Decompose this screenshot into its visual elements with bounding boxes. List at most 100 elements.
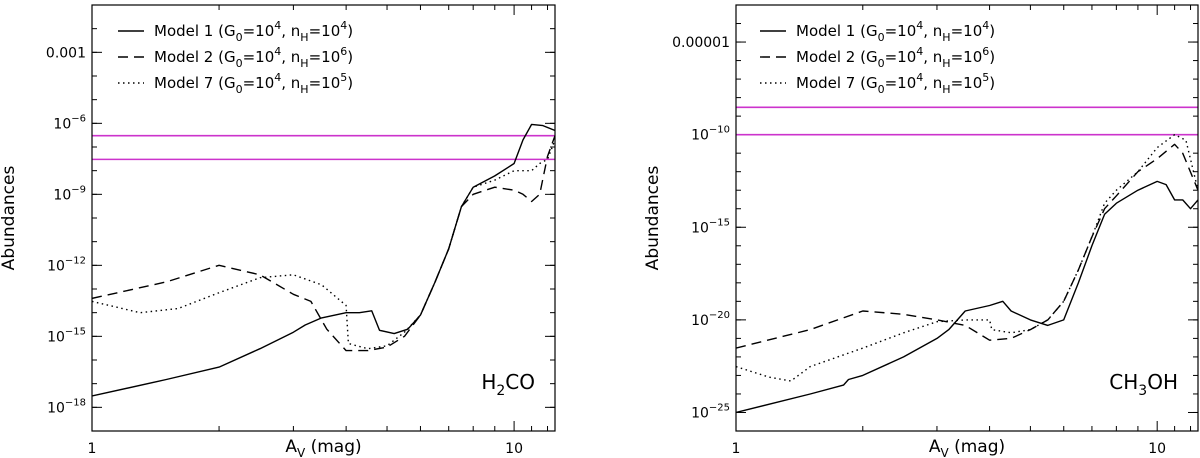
y-tick-label-base: 10 — [47, 329, 65, 345]
legend-nh-exponent: 5 — [982, 71, 989, 84]
legend-entry-text: Model 1 (G — [796, 22, 878, 40]
legend-entry-text: ) — [347, 48, 353, 66]
x-tick-label: 1 — [732, 441, 741, 457]
y-tick-label: 10−15 — [691, 217, 730, 236]
y-tick-label-base: 10 — [691, 220, 709, 236]
x-axis-title-rest: (mag) — [305, 437, 361, 457]
x-axis-title-rest: (mag) — [949, 437, 1005, 457]
legend-entry-text: Model 2 (G — [796, 48, 878, 66]
legend-nh-exponent: 5 — [340, 71, 347, 84]
legend-entry: Model 2 (G0=104, nH=106) — [796, 45, 995, 70]
legend-entry-text: =10 — [951, 74, 983, 92]
legend-entry-text: =10 — [951, 48, 983, 66]
x-axis-title-base: A — [929, 437, 941, 457]
legend-entry-text: ) — [989, 74, 995, 92]
legend-entry-text: , n — [281, 22, 300, 40]
y-tick-label-exponent: −15 — [65, 326, 86, 337]
legend-entry: Model 1 (G0=104, nH=104) — [796, 19, 995, 44]
legend-nh-exponent: 6 — [982, 45, 989, 58]
y-tick-label-exponent: −25 — [709, 402, 730, 413]
x-axis-title: AV (mag) — [285, 437, 361, 458]
legend-g0-exponent: 4 — [274, 19, 281, 32]
y-tick-label: 10−12 — [47, 255, 86, 274]
y-axis-title: Abundances — [643, 166, 663, 271]
y-tick-label-base: 0.00001 — [672, 35, 730, 51]
y-tick-label-base: 10 — [691, 313, 709, 329]
plot-frame — [735, 4, 1199, 432]
legend-nh-subscript: H — [942, 31, 950, 44]
y-tick-label-exponent: −18 — [65, 397, 86, 408]
legend-entry-text: =10 — [309, 74, 341, 92]
legend-entry-text: , n — [923, 74, 942, 92]
x-tick-label: 10 — [1148, 441, 1166, 457]
legend-nh-exponent: 4 — [982, 19, 989, 32]
x-tick-label: 1 — [88, 441, 97, 457]
legend-entry-text: ) — [989, 22, 995, 40]
y-tick-label-exponent: −20 — [709, 310, 730, 321]
species-label: H2CO — [481, 370, 535, 399]
y-tick-label-exponent: −15 — [709, 217, 730, 228]
legend-entry-text: =10 — [885, 74, 917, 92]
x-axis-title-subscript: V — [297, 446, 306, 458]
y-tick-label: 0.001 — [46, 45, 86, 61]
legend-g0-exponent: 4 — [274, 71, 281, 84]
x-axis-title: AV (mag) — [929, 437, 1005, 458]
species-label-rest: OH — [1147, 370, 1178, 394]
legend-nh-exponent: 4 — [340, 19, 347, 32]
y-tick-label-exponent: −10 — [709, 125, 730, 136]
legend-entry-text: =10 — [243, 22, 275, 40]
species-label-base: CH — [1109, 370, 1138, 394]
species-label: CH3OH — [1109, 370, 1178, 399]
legend-nh-subscript: H — [300, 83, 308, 96]
y-tick-label: 10−18 — [47, 397, 86, 416]
y-tick-label: 10−10 — [691, 125, 730, 144]
y-tick-label-base: 10 — [53, 187, 71, 203]
y-tick-label-exponent: −6 — [71, 113, 86, 124]
legend-g0-subscript: 0 — [878, 57, 885, 70]
legend-entry-text: =10 — [951, 22, 983, 40]
legend-g0-exponent: 4 — [916, 45, 923, 58]
y-tick-label: 10−6 — [53, 113, 86, 132]
y-tick-label: 10−15 — [47, 326, 86, 345]
y-tick-label: 10−20 — [691, 310, 730, 329]
species-label-subscript: 3 — [1138, 383, 1147, 399]
series-model-2-line — [92, 135, 555, 352]
species-label-base: H — [481, 370, 496, 394]
legend-g0-subscript: 0 — [878, 31, 885, 44]
y-tick-label: 10−25 — [691, 402, 730, 421]
legend-entry: Model 1 (G0=104, nH=104) — [154, 19, 353, 44]
legend-entry-text: =10 — [243, 48, 275, 66]
y-tick-label-exponent: −12 — [65, 255, 86, 266]
legend-entry-text: ) — [989, 48, 995, 66]
y-axis-title: Abundances — [0, 166, 19, 271]
legend-entry-text: ) — [347, 74, 353, 92]
y-tick-label-base: 10 — [47, 400, 65, 416]
legend-g0-exponent: 4 — [916, 71, 923, 84]
series-model-1-line — [92, 123, 555, 397]
legend-g0-subscript: 0 — [236, 83, 243, 96]
plot-frame — [91, 4, 556, 432]
legend-entry-text: , n — [923, 48, 942, 66]
y-tick-label-exponent: −9 — [71, 184, 86, 195]
legend-entry: Model 7 (G0=104, nH=105) — [796, 71, 995, 96]
y-tick-label-base: 10 — [691, 128, 709, 144]
legend-entry: Model 2 (G0=104, nH=106) — [154, 45, 353, 70]
legend-g0-subscript: 0 — [236, 31, 243, 44]
legend-g0-subscript: 0 — [236, 57, 243, 70]
y-tick-label-base: 10 — [53, 116, 71, 132]
y-tick-label-base: 0.001 — [46, 45, 86, 61]
legend-entry-text: , n — [281, 74, 300, 92]
y-tick-label: 0.00001 — [672, 35, 730, 51]
y-tick-label-base: 10 — [47, 258, 65, 274]
legend-nh-subscript: H — [300, 31, 308, 44]
legend-entry-text: , n — [923, 22, 942, 40]
legend-entry-text: Model 2 (G — [154, 48, 236, 66]
legend-entry-text: Model 7 (G — [154, 74, 236, 92]
legend-nh-exponent: 6 — [340, 45, 347, 58]
legend-entry-text: =10 — [243, 74, 275, 92]
legend-g0-subscript: 0 — [878, 83, 885, 96]
series-model-7-line — [92, 139, 555, 350]
